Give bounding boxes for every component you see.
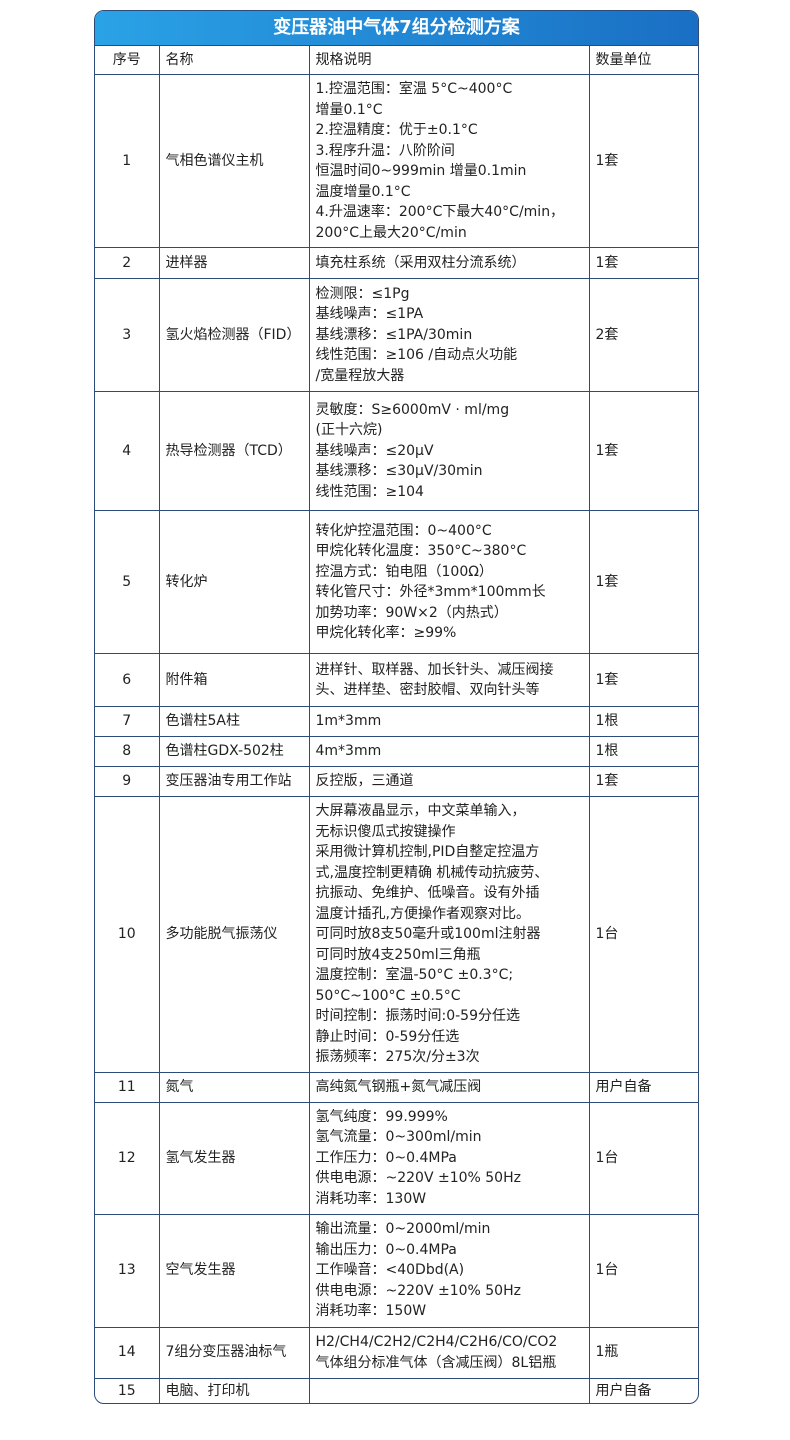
table-row: 4 热导检测器（TCD） 灵敏度：S≥6000mV · ml/mg (正十六烷) 基… [95, 391, 698, 511]
row-spec: 反控版，三通道 [308, 766, 590, 797]
row-spec: 氢气纯度：99.999% 氢气流量：0~300ml/min 工作压力：0~0.4… [308, 1101, 590, 1215]
row-qty: 1瓶 [588, 1326, 698, 1379]
row-spec: 1m*3mm [308, 706, 590, 737]
table-row: 10 多功能脱气振荡仪 大屏幕液晶显示，中文菜单输入， 无标识傻瓜式按键操作 采用微… [95, 796, 698, 1073]
row-name: 7组分变压器油标气 [158, 1326, 310, 1379]
row-no: 9 [95, 766, 160, 797]
row-qty: 2套 [588, 278, 698, 392]
scheme-table: 序号 名称 规格说明 数量单位 1 气相色谱仪主机 1.控温范围：室温 5°C~40… [95, 45, 698, 1403]
row-spec: 输出流量：0~2000ml/min 输出压力：0~0.4MPa 工作噪音：<40… [308, 1213, 590, 1328]
row-name: 进样器 [158, 247, 310, 279]
row-qty: 1台 [588, 1213, 698, 1328]
row-name: 热导检测器（TCD） [158, 391, 310, 511]
row-qty: 1套 [588, 74, 698, 248]
row-qty: 1套 [588, 391, 698, 511]
row-no: 6 [95, 653, 160, 707]
row-name: 氢气发生器 [158, 1101, 310, 1215]
table-row: 8 色谱柱GDX-502柱 4m*3mm 1根 [95, 736, 698, 767]
table-row: 7 色谱柱5A柱 1m*3mm 1根 [95, 706, 698, 737]
header-qty: 数量单位 [588, 45, 698, 75]
row-no: 7 [95, 706, 160, 737]
row-qty: 用户自备 [588, 1071, 698, 1103]
header-row: 序号 名称 规格说明 数量单位 [95, 45, 698, 75]
row-spec: 高纯氮气钢瓶+氮气减压阀 [308, 1071, 590, 1103]
row-name: 多功能脱气振荡仪 [158, 796, 310, 1073]
table-row: 15 电脑、打印机 用户自备 [95, 1377, 698, 1403]
row-qty: 1台 [588, 1101, 698, 1215]
row-name: 色谱柱5A柱 [158, 706, 310, 737]
table-row: 14 7组分变压器油标气 H2/CH4/C2H2/C2H4/C2H6/CO/CO2 … [95, 1326, 698, 1379]
row-spec: 转化炉控温范围：0~400°C 甲烷化转化温度：350°C~380°C 控温方式… [308, 510, 590, 654]
row-no: 4 [95, 391, 160, 511]
row-no: 15 [95, 1377, 160, 1403]
row-no: 5 [95, 510, 160, 654]
table-title: 变压器油中气体7组分检测方案 [95, 11, 698, 45]
row-name: 电脑、打印机 [158, 1377, 310, 1403]
row-name: 色谱柱GDX-502柱 [158, 736, 310, 767]
table-row: 2 进样器 填充柱系统（采用双柱分流系统） 1套 [95, 247, 698, 279]
row-spec: H2/CH4/C2H2/C2H4/C2H6/CO/CO2 气体组分标准气体（含减… [308, 1326, 590, 1379]
row-qty: 用户自备 [588, 1377, 698, 1403]
row-name: 附件箱 [158, 653, 310, 707]
row-qty: 1套 [588, 247, 698, 279]
row-no: 2 [95, 247, 160, 279]
row-no: 1 [95, 74, 160, 248]
row-qty: 1套 [588, 653, 698, 707]
row-spec: 进样针、取样器、加长针头、减压阀接 头、进样垫、密封胶帽、双向针头等 [308, 653, 590, 707]
row-name: 转化炉 [158, 510, 310, 654]
row-no: 11 [95, 1071, 160, 1103]
table-row: 6 附件箱 进样针、取样器、加长针头、减压阀接 头、进样垫、密封胶帽、双向针头等 1套 [95, 653, 698, 707]
row-spec: 4m*3mm [308, 736, 590, 767]
row-spec: 灵敏度：S≥6000mV · ml/mg (正十六烷) 基线噪声：≤20μV 基… [308, 391, 590, 511]
row-name: 气相色谱仪主机 [158, 74, 310, 248]
row-spec: 1.控温范围：室温 5°C~400°C 增量0.1°C 2.控温精度：优于±0.… [308, 74, 590, 248]
row-qty: 1台 [588, 796, 698, 1073]
row-name: 空气发生器 [158, 1213, 310, 1328]
table-row: 1 气相色谱仪主机 1.控温范围：室温 5°C~400°C 增量0.1°C 2.控温… [95, 74, 698, 248]
scheme-table-container: 变压器油中气体7组分检测方案 序号 名称 规格说明 数量单位 1 气相色谱仪主机 1… [94, 10, 699, 1404]
header-spec: 规格说明 [308, 45, 590, 75]
row-name: 氮气 [158, 1071, 310, 1103]
table-row: 5 转化炉 转化炉控温范围：0~400°C 甲烷化转化温度：350°C~380°C … [95, 510, 698, 654]
row-no: 12 [95, 1101, 160, 1215]
row-spec: 大屏幕液晶显示，中文菜单输入， 无标识傻瓜式按键操作 采用微计算机控制,PID自… [308, 796, 590, 1073]
table-row: 13 空气发生器 输出流量：0~2000ml/min 输出压力：0~0.4MPa 工… [95, 1213, 698, 1328]
table-row: 3 氢火焰检测器（FID） 检测限：≤1Pg 基线噪声：≤1PA 基线漂移：≤1PA… [95, 278, 698, 392]
row-spec: 填充柱系统（采用双柱分流系统） [308, 247, 590, 279]
row-no: 8 [95, 736, 160, 767]
row-qty: 1套 [588, 766, 698, 797]
header-no: 序号 [95, 45, 160, 75]
row-qty: 1根 [588, 706, 698, 737]
row-spec: 检测限：≤1Pg 基线噪声：≤1PA 基线漂移：≤1PA/30min 线性范围：… [308, 278, 590, 392]
row-qty: 1根 [588, 736, 698, 767]
row-qty: 1套 [588, 510, 698, 654]
table-row: 12 氢气发生器 氢气纯度：99.999% 氢气流量：0~300ml/min 工作压… [95, 1101, 698, 1215]
table-row: 9 变压器油专用工作站 反控版，三通道 1套 [95, 766, 698, 797]
row-no: 3 [95, 278, 160, 392]
row-name: 氢火焰检测器（FID） [158, 278, 310, 392]
table-row: 11 氮气 高纯氮气钢瓶+氮气减压阀 用户自备 [95, 1071, 698, 1103]
row-no: 14 [95, 1326, 160, 1379]
row-spec [308, 1377, 590, 1403]
row-name: 变压器油专用工作站 [158, 766, 310, 797]
row-no: 10 [95, 796, 160, 1073]
row-no: 13 [95, 1213, 160, 1328]
header-name: 名称 [158, 45, 310, 75]
